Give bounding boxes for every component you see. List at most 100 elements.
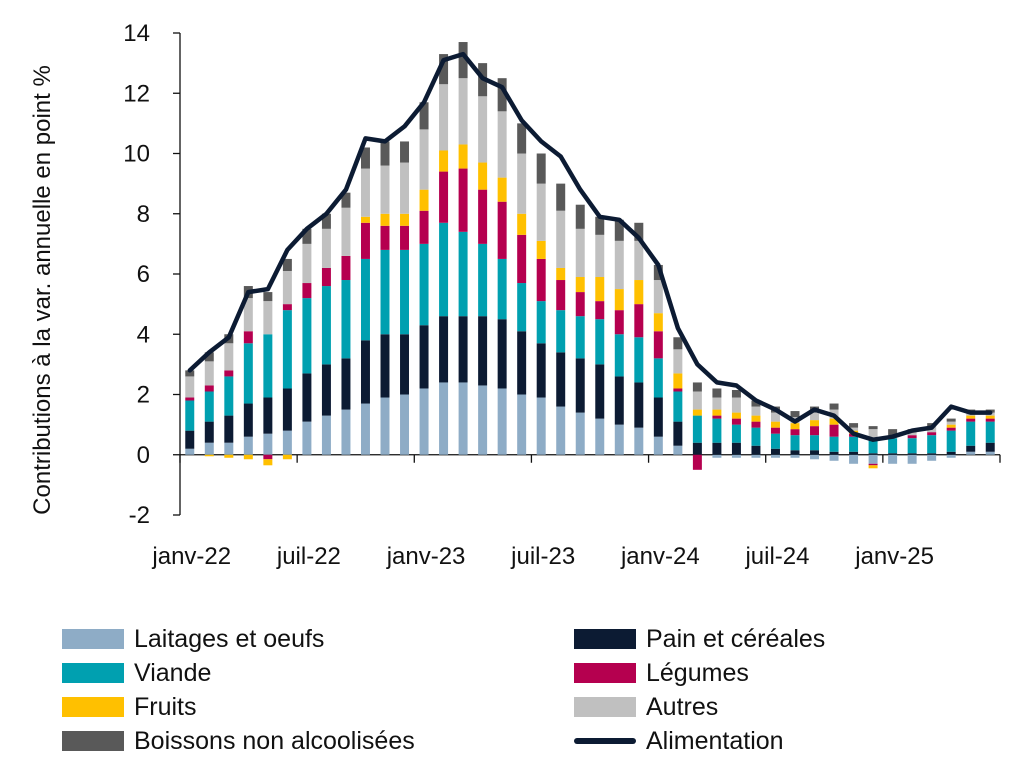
bar-segment [263,433,273,455]
bar-segment [575,204,585,229]
bar-segment [439,171,449,223]
y-tick-label: -2 [129,502,150,529]
legend-item-alimentation: Alimentation [574,724,784,758]
bar-segment [712,409,722,416]
bar-segment [829,454,839,461]
bar-segment [263,397,273,434]
bar-segment [321,213,331,229]
bar-segment [243,331,253,344]
bar-segment [595,364,605,419]
bar-segment [614,334,624,377]
bar-segment [439,222,449,317]
bar-segment [536,240,546,259]
bar-segment [751,406,761,416]
bar-segment [907,453,917,455]
bar-segment [653,331,663,359]
bar-segment [497,201,507,259]
bar-segment [692,382,702,392]
bar-segment [770,421,780,428]
legend-label-viande: Viande [134,658,212,687]
bars-group [185,42,995,470]
bar-segment [204,385,214,392]
bar-segment [380,249,390,335]
bar-segment [731,424,741,443]
legend-swatch-legumes [574,663,636,683]
bar-segment [751,400,761,407]
bar-segment [770,448,780,455]
legend-item-pain: Pain et céréales [574,622,825,656]
bar-segment [282,310,292,389]
axes-group [173,32,1001,516]
bar-segment [790,450,800,455]
legend-label-boissons: Boissons non alcoolisées [134,726,415,755]
bar-segment [927,432,937,436]
bar-segment [517,331,527,395]
y-tick-label: 4 [137,321,150,348]
bar-segment [419,210,429,244]
bar-segment [185,397,195,401]
bar-segment [243,436,253,455]
bar-segment [946,430,956,452]
bar-segment [595,277,605,302]
bar-segment [321,286,331,365]
y-tick-label: 14 [123,20,150,47]
bar-segment [243,403,253,437]
bar-segment [790,429,800,436]
bar-segment [419,388,429,455]
bar-segment [400,394,410,455]
legend-label-legumes: Légumes [646,658,749,687]
legend-item-autres: Autres [574,690,718,724]
bar-segment [556,183,566,211]
bar-segment [653,313,663,332]
bar-segment [985,451,995,455]
y-tick-label: 6 [137,261,150,288]
y-axis-title: Contributions à la var. annuelle en poin… [29,65,56,515]
x-tick-label: juil-23 [510,543,575,570]
bar-segment [497,78,507,112]
bar-segment [478,162,488,190]
legend-line-alimentation [574,738,636,744]
bar-segment [888,453,898,455]
bar-segment [614,424,624,455]
bar-segment [556,210,566,268]
bar-segment [712,418,722,443]
bar-segment [204,454,214,457]
bar-segment [302,373,312,422]
bar-segment [497,388,507,455]
bar-segment [419,129,429,190]
line-group [187,51,993,442]
bar-segment [380,397,390,455]
bar-segment [360,147,370,169]
bar-segment [400,141,410,163]
bar-segment [731,418,741,425]
bar-segment [341,358,351,410]
bar-segment [204,442,214,455]
bar-segment [770,427,780,434]
bar-segment [185,376,195,398]
bar-segment [770,454,780,458]
bar-segment [966,445,976,452]
bar-segment [321,267,331,287]
bar-segment [458,231,468,317]
bar-segment [673,421,683,446]
legend-label-autres: Autres [646,692,719,721]
bar-segment [868,453,878,455]
bar-segment [282,270,292,305]
bar-segment [985,421,995,443]
bar-segment [692,415,702,443]
bar-segment [810,450,820,455]
bar-segment [653,397,663,437]
bar-segment [595,234,605,278]
bar-segment [810,420,820,427]
bar-segment [575,412,585,455]
bar-segment [907,432,917,436]
bar-segment [497,111,507,178]
bar-segment [575,228,585,278]
legend-swatch-boissons [62,731,124,751]
bar-segment [458,78,468,145]
bar-segment [927,454,937,461]
x-tick-label: janv-23 [386,543,466,570]
legend-item-boissons: Boissons non alcoolisées [62,724,415,758]
bar-segment [829,424,839,437]
